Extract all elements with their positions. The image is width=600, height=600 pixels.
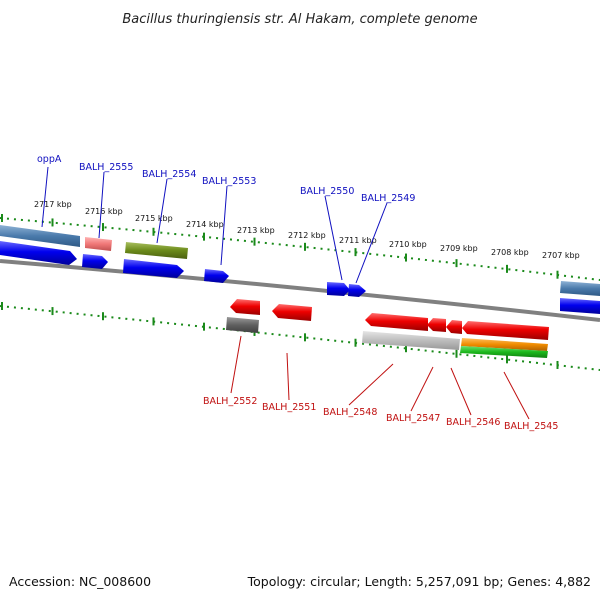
gene-feature-balh2545-green-band[interactable] <box>460 346 548 358</box>
cds-forward-oppA[interactable] <box>0 241 77 265</box>
gene-label-balh2554[interactable]: BALH_2554 <box>142 169 196 180</box>
tick-label-2713: 2713 kbp <box>237 226 275 235</box>
gene-label-balh2545[interactable]: BALH_2545 <box>504 421 558 432</box>
gene-label-balh2548[interactable]: BALH_2548 <box>323 407 377 418</box>
reverse-label-connectors <box>230 335 530 420</box>
cds-reverse-balh2551[interactable] <box>272 304 312 321</box>
tick-label-2712: 2712 kbp <box>288 231 326 240</box>
gene-label-balh2552[interactable]: BALH_2552 <box>203 396 257 407</box>
cds-reverse-balh2545[interactable] <box>462 321 549 340</box>
map-title: Bacillus thuringiensis str. Al Hakam, co… <box>122 12 477 27</box>
gene-feature-balh2552-band[interactable] <box>226 317 259 333</box>
gene-feature-balh2555-band[interactable] <box>85 237 112 251</box>
tick-label-2715: 2715 kbp <box>135 214 173 223</box>
forward-label-connectors <box>41 166 388 284</box>
genome-summary-text: Topology: circular; Length: 5,257,091 bp… <box>247 574 591 589</box>
cds-forward-right[interactable] <box>560 298 600 314</box>
tick-label-2710: 2710 kbp <box>389 240 427 249</box>
cds-reverse-balh2552[interactable] <box>230 299 260 315</box>
cds-reverse-balh2548[interactable] <box>365 313 428 331</box>
gene-label-balh2549[interactable]: BALH_2549 <box>361 193 415 204</box>
tick-label-2714: 2714 kbp <box>186 220 224 229</box>
gene-label-balh2555[interactable]: BALH_2555 <box>79 162 133 173</box>
cds-forward-balh2555[interactable] <box>82 254 108 269</box>
tick-label-2709: 2709 kbp <box>440 244 478 253</box>
gene-label-balh2547[interactable]: BALH_2547 <box>386 413 440 424</box>
gene-label-balh2550[interactable]: BALH_2550 <box>300 186 354 197</box>
accession-text: Accession: NC_008600 <box>9 574 151 589</box>
cds-reverse-balh2546[interactable] <box>446 320 462 334</box>
gene-label-balh2551[interactable]: BALH_2551 <box>262 402 316 413</box>
genome-backbone <box>0 259 600 322</box>
cds-forward-balh2554[interactable] <box>123 259 184 278</box>
gene-feature-right-band[interactable] <box>560 281 600 296</box>
gene-feature-balh2554-band[interactable] <box>125 242 188 259</box>
gene-feature-oppA-band[interactable] <box>0 225 80 247</box>
tick-label-2717: 2717 kbp <box>34 200 72 209</box>
cds-forward-balh2549[interactable] <box>348 284 366 297</box>
gene-feature-balh2548-band[interactable] <box>362 331 460 350</box>
cds-forward-balh2553[interactable] <box>204 269 229 283</box>
cds-forward-balh2550[interactable] <box>327 282 350 296</box>
upper-ruler <box>0 217 600 281</box>
tick-label-2716: 2716 kbp <box>85 207 123 216</box>
gene-label-balh2553[interactable]: BALH_2553 <box>202 176 256 187</box>
gene-label-oppA[interactable]: oppA <box>37 154 62 165</box>
tick-label-2711: 2711 kbp <box>339 236 377 245</box>
upper-major-ticks <box>1 214 559 279</box>
cds-reverse-balh2547[interactable] <box>427 318 446 332</box>
lower-ruler <box>0 305 600 371</box>
gene-feature-balh2545-orange-band[interactable] <box>461 338 548 351</box>
tick-label-2708: 2708 kbp <box>491 248 529 257</box>
tick-label-2707: 2707 kbp <box>542 251 580 260</box>
gene-label-balh2546[interactable]: BALH_2546 <box>446 417 500 428</box>
